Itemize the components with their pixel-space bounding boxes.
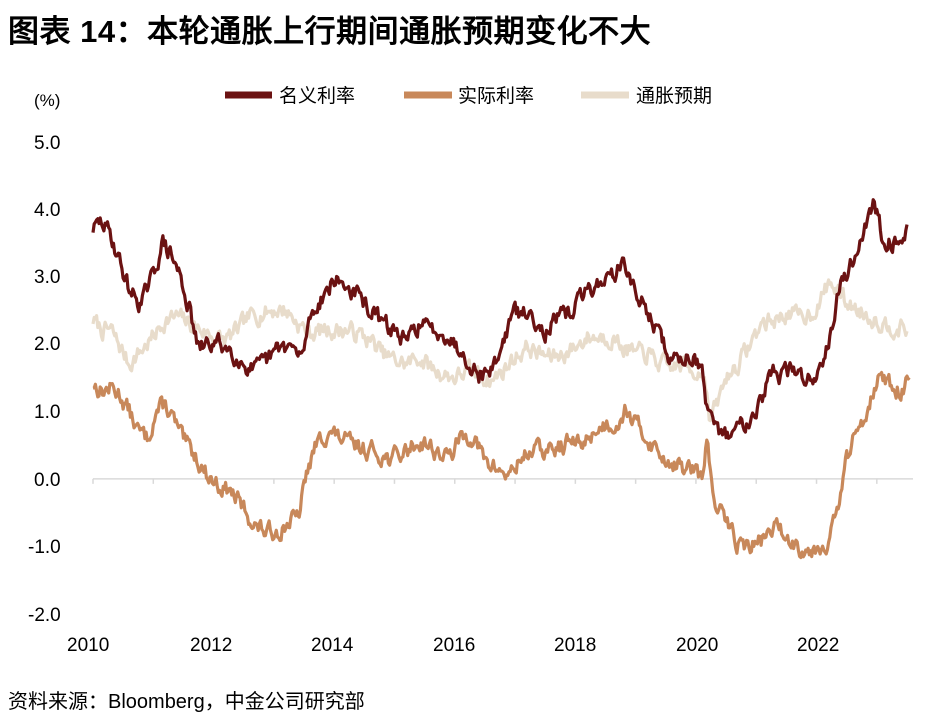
legend-label-real: 实际利率 xyxy=(458,85,534,107)
x-tick-label: 2012 xyxy=(190,635,232,656)
source-note: 资料来源：Bloomberg，中金公司研究部 xyxy=(8,691,365,713)
y-tick-label: -2.0 xyxy=(28,605,61,626)
plot-area xyxy=(91,198,911,560)
legend: 名义利率 实际利率 通胀预期 xyxy=(225,85,712,107)
y-tick-label: 5.0 xyxy=(34,133,60,154)
legend-item-inflation: 通胀预期 xyxy=(581,85,712,107)
x-axis-labels: 2010 2012 2014 2016 2018 2020 2022 xyxy=(67,635,839,656)
legend-label-inflation: 通胀预期 xyxy=(636,85,712,107)
y-axis: 5.0 4.0 3.0 2.0 1.0 0.0 -1.0 -2.0 xyxy=(28,133,61,626)
y-tick-label: 4.0 xyxy=(34,200,60,221)
x-tick-label: 2022 xyxy=(797,635,839,656)
x-tick-label: 2018 xyxy=(554,635,596,656)
chart-title: 图表 14：本轮通胀上行期间通胀预期变化不大 xyxy=(8,14,652,49)
legend-item-real: 实际利率 xyxy=(404,85,534,107)
legend-label-nominal: 名义利率 xyxy=(279,85,355,107)
series-line-inflation-expectation xyxy=(91,278,909,423)
y-axis-unit-label: (%) xyxy=(34,91,60,110)
x-tick-label: 2010 xyxy=(67,635,109,656)
series-line-real-rate xyxy=(92,370,911,560)
y-tick-label: -1.0 xyxy=(28,537,61,558)
y-tick-label: 3.0 xyxy=(34,267,60,288)
series-line-nominal-rate xyxy=(91,198,909,440)
y-tick-label: 1.0 xyxy=(34,402,60,423)
x-tick-label: 2016 xyxy=(433,635,475,656)
legend-item-nominal: 名义利率 xyxy=(225,85,355,107)
y-tick-label: 2.0 xyxy=(34,334,60,355)
x-tick-label: 2014 xyxy=(311,635,354,656)
y-tick-label: 0.0 xyxy=(34,470,60,491)
x-axis xyxy=(92,478,913,484)
x-tick-label: 2020 xyxy=(676,635,718,656)
